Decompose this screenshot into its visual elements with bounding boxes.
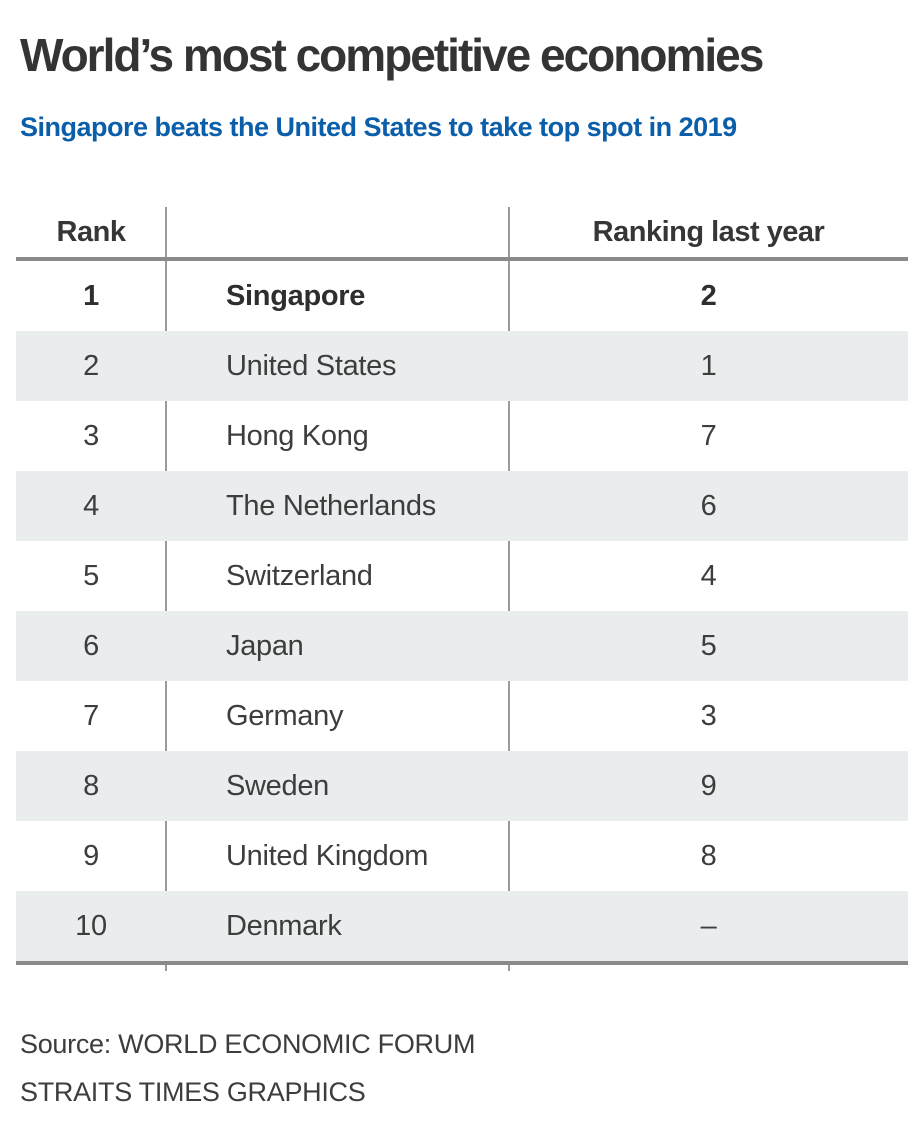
last-year-cell: 5 — [700, 629, 717, 662]
last-year-cell: 3 — [700, 699, 717, 732]
last-year-cell: – — [700, 909, 717, 942]
rank-column-header: Rank — [56, 215, 126, 248]
table-row: 5 Switzerland 4 — [16, 541, 908, 611]
table-row: 6 Japan 5 — [16, 611, 908, 681]
last-year-cell: 6 — [700, 489, 717, 522]
rank-cell: 7 — [83, 699, 99, 732]
rank-cell: 9 — [83, 839, 99, 872]
rank-cell: 10 — [75, 909, 107, 942]
table-row: 10 Denmark – — [16, 891, 908, 961]
country-cell: Hong Kong — [226, 419, 369, 452]
column-divider-right — [508, 207, 510, 971]
table-row: 3 Hong Kong 7 — [16, 401, 908, 471]
country-cell: Sweden — [226, 769, 329, 802]
table-row: 2 United States 1 — [16, 331, 908, 401]
table-row: 9 United Kingdom 8 — [16, 821, 908, 891]
source-block: Source: WORLD ECONOMIC FORUM STRAITS TIM… — [20, 1020, 475, 1116]
column-divider-left — [165, 207, 167, 971]
last-year-cell: 1 — [700, 349, 717, 382]
last-year-cell: 2 — [700, 279, 717, 312]
table-row: 7 Germany 3 — [16, 681, 908, 751]
country-cell: Germany — [226, 699, 344, 732]
country-cell: United Kingdom — [226, 839, 429, 872]
table-row: 1 Singapore 2 — [16, 261, 908, 331]
credit-line: STRAITS TIMES GRAPHICS — [20, 1077, 366, 1107]
rank-cell: 2 — [83, 349, 99, 382]
last-year-cell: 9 — [700, 769, 717, 802]
last-year-cell: 8 — [700, 839, 717, 872]
rankings-table: Rank Ranking last year 1 Singapore 2 2 Unite… — [16, 207, 908, 971]
last-year-column-header: Ranking last year — [592, 215, 825, 248]
rank-cell: 6 — [83, 629, 99, 662]
table-header-row: Rank Ranking last year — [16, 207, 908, 257]
rank-cell: 5 — [83, 559, 99, 592]
page-title: World’s most competitive economies — [20, 29, 764, 81]
last-year-cell: 4 — [700, 559, 717, 592]
page-subtitle: Singapore beats the United States to tak… — [20, 112, 737, 142]
rank-cell: 1 — [83, 279, 99, 312]
table-row: 8 Sweden 9 — [16, 751, 908, 821]
country-cell: Japan — [226, 629, 304, 662]
country-cell: Singapore — [226, 279, 366, 312]
country-cell: The Netherlands — [226, 489, 436, 522]
rank-cell: 3 — [83, 419, 99, 452]
bottom-rule — [16, 961, 908, 965]
rank-cell: 4 — [83, 489, 99, 522]
table-row: 4 The Netherlands 6 — [16, 471, 908, 541]
header-rule — [16, 257, 908, 261]
country-cell: Switzerland — [226, 559, 373, 592]
country-cell: United States — [226, 349, 397, 382]
last-year-cell: 7 — [700, 419, 717, 452]
country-cell: Denmark — [226, 909, 342, 942]
table-body: 1 Singapore 2 2 United States 1 3 Hong Kong 7 4 Th… — [16, 261, 908, 961]
source-line: Source: WORLD ECONOMIC FORUM — [20, 1029, 476, 1059]
rank-cell: 8 — [83, 769, 99, 802]
